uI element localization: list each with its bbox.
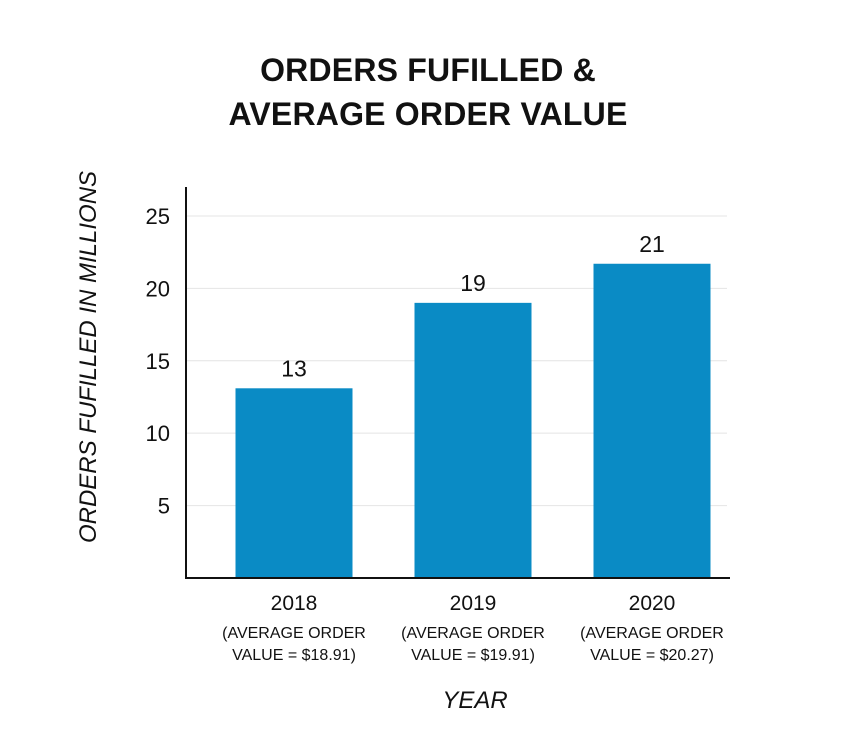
x-tick-label-2019: 2019 [450,592,497,615]
x-sublabel-2019-2: VALUE = $19.91) [411,647,535,664]
x-sublabel-2018-2: VALUE = $18.91) [232,647,356,664]
x-tick-label-2018: 2018 [271,592,318,615]
x-axis-title: YEAR [442,687,507,714]
y-tick-label: 15 [146,349,170,374]
x-tick-label-2020: 2020 [629,592,676,615]
data-labels: 13 19 21 [281,231,665,382]
x-sublabel-2018-1: (AVERAGE ORDER [222,625,366,642]
bars [235,263,711,578]
y-tick-label: 25 [146,204,170,229]
x-sublabel-2020-1: (AVERAGE ORDER [580,625,724,642]
bar-2020 [593,263,711,578]
x-sublabel-2020-2: VALUE = $20.27) [590,647,714,664]
y-tick-labels: 5 10 15 20 25 [146,204,170,519]
data-label-2020: 21 [639,231,665,257]
x-sublabel-2019-1: (AVERAGE ORDER [401,625,545,642]
chart-title-line-2: AVERAGE ORDER VALUE [228,96,628,132]
chart-title-line-1: ORDERS FUFILLED & [260,52,596,88]
category-labels: 2018 (AVERAGE ORDER VALUE = $18.91) 2019 (AV… [222,592,724,664]
y-tick-label: 20 [146,276,170,301]
y-tick-label: 5 [158,494,170,519]
axes [185,187,730,579]
data-label-2019: 19 [460,270,486,296]
bar-2018 [235,388,353,578]
chart-title: ORDERS FUFILLED & AVERAGE ORDER VALUE [0,48,856,136]
y-axis-title: ORDERS FUFILLED IN MILLIONS [75,171,102,543]
data-label-2018: 13 [281,355,307,381]
y-tick-label: 10 [146,421,170,446]
bar-2019 [414,302,532,578]
